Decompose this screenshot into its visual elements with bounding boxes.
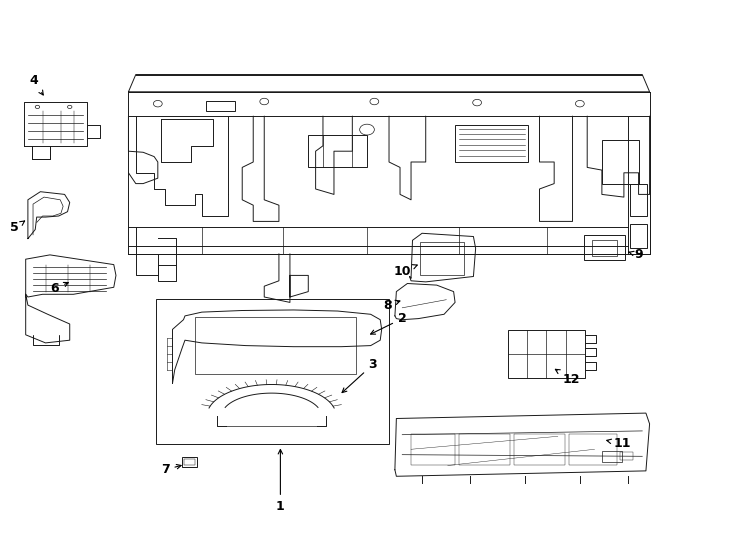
Bar [420,242,464,275]
Bar [630,224,647,248]
Bar [206,101,235,111]
Text: 5: 5 [10,221,25,234]
Bar [514,434,565,465]
Text: 10: 10 [393,265,417,278]
Text: 2: 2 [371,312,407,334]
Text: 9: 9 [629,248,643,261]
Bar [584,235,625,260]
Bar [592,240,617,256]
Text: 7: 7 [161,463,181,476]
Text: 1: 1 [276,449,285,513]
Bar [182,457,197,467]
Text: 3: 3 [342,358,377,393]
Text: 8: 8 [383,299,400,312]
Text: 12: 12 [556,369,580,386]
Bar [602,140,639,184]
Bar [459,434,510,465]
Bar [195,317,356,374]
Bar [156,299,389,444]
Bar [508,330,585,378]
Bar [630,184,647,216]
Text: 11: 11 [607,437,631,450]
Bar [184,459,195,465]
Bar [620,452,633,460]
Text: 6: 6 [51,282,68,295]
Bar [308,135,367,167]
Text: 4: 4 [29,75,43,95]
Bar [569,434,617,465]
Bar [455,125,528,162]
Bar [411,434,455,465]
Bar [602,451,622,462]
